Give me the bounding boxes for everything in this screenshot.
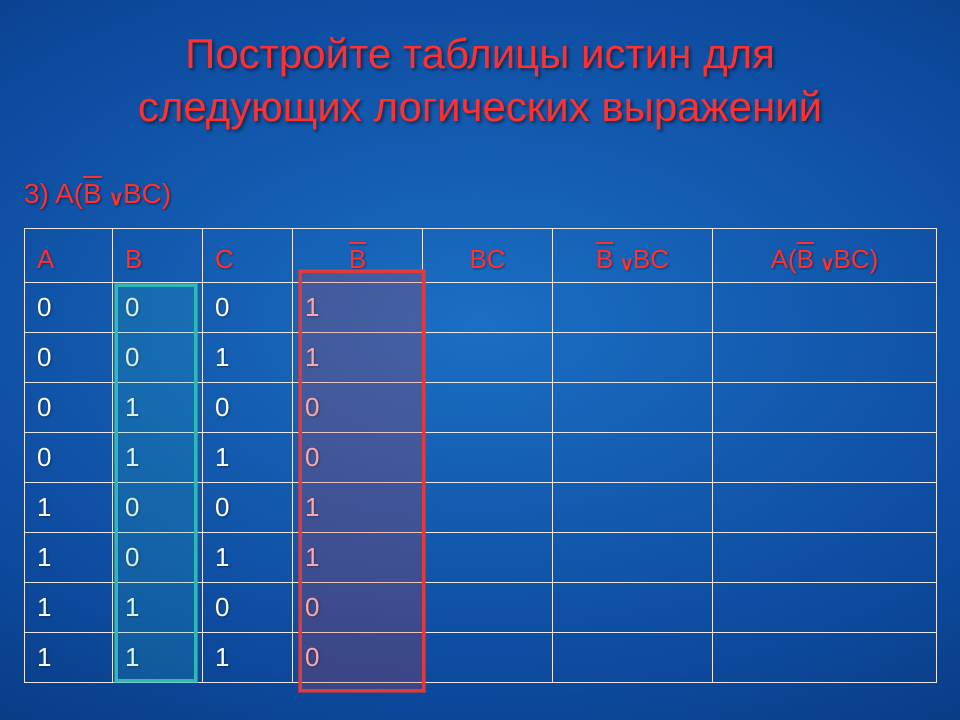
cell-a: 1 <box>25 583 113 633</box>
col-header-notb-or-bc: B ∨BC <box>553 229 713 283</box>
col-header-bc: BC <box>423 229 553 283</box>
table-row: 0100 <box>25 383 937 433</box>
cell-nb: 1 <box>293 333 423 383</box>
cell-bc <box>423 433 553 483</box>
cell-b: 1 <box>113 433 203 483</box>
cell-y <box>713 533 937 583</box>
cell-x <box>553 533 713 583</box>
cell-bc <box>423 583 553 633</box>
col-header-a: A <box>25 229 113 283</box>
cell-b: 1 <box>113 383 203 433</box>
cell-y <box>713 283 937 333</box>
table-row: 0011 <box>25 333 937 383</box>
cell-y <box>713 483 937 533</box>
cell-a: 0 <box>25 383 113 433</box>
cell-x <box>553 483 713 533</box>
cell-nb: 0 <box>293 383 423 433</box>
col-header-result: A(B ∨BC) <box>713 229 937 283</box>
cell-nb: 1 <box>293 283 423 333</box>
cell-c: 1 <box>203 433 293 483</box>
cell-c: 0 <box>203 583 293 633</box>
title-line-2: следующих логических выражений <box>138 83 822 130</box>
cell-x <box>553 333 713 383</box>
slide-title: Постройте таблицы истин для следующих ло… <box>0 0 960 133</box>
cell-bc <box>423 633 553 683</box>
table-row: 0001 <box>25 283 937 333</box>
cell-a: 1 <box>25 533 113 583</box>
cell-nb: 0 <box>293 583 423 633</box>
cell-a: 1 <box>25 633 113 683</box>
cell-y <box>713 433 937 483</box>
cell-b: 0 <box>113 333 203 383</box>
table-row: 1110 <box>25 633 937 683</box>
cell-y <box>713 583 937 633</box>
table-row: 0110 <box>25 433 937 483</box>
cell-a: 0 <box>25 433 113 483</box>
cell-c: 0 <box>203 383 293 433</box>
cell-bc <box>423 483 553 533</box>
table-body: 00010011010001101001101111001110 <box>25 283 937 683</box>
col-header-c: C <box>203 229 293 283</box>
col-header-not-b: B <box>293 229 423 283</box>
cell-y <box>713 333 937 383</box>
cell-y <box>713 383 937 433</box>
cell-bc <box>423 283 553 333</box>
cell-nb: 1 <box>293 533 423 583</box>
cell-c: 1 <box>203 333 293 383</box>
cell-nb: 0 <box>293 633 423 683</box>
table-row: 1011 <box>25 533 937 583</box>
cell-x <box>553 633 713 683</box>
cell-bc <box>423 383 553 433</box>
cell-c: 1 <box>203 533 293 583</box>
cell-bc <box>423 333 553 383</box>
cell-x <box>553 283 713 333</box>
cell-c: 1 <box>203 633 293 683</box>
cell-x <box>553 583 713 633</box>
truth-table: A B C B BC B ∨BC A(B ∨BC) 00010011010001… <box>24 228 937 683</box>
cell-a: 0 <box>25 333 113 383</box>
header-row: A B C B BC B ∨BC A(B ∨BC) <box>25 229 937 283</box>
title-line-1: Постройте таблицы истин для <box>185 30 775 77</box>
col-header-b: B <box>113 229 203 283</box>
cell-nb: 1 <box>293 483 423 533</box>
expression-label: 3) A(B ∨BC) <box>24 178 171 210</box>
cell-a: 1 <box>25 483 113 533</box>
cell-a: 0 <box>25 283 113 333</box>
cell-c: 0 <box>203 283 293 333</box>
cell-b: 1 <box>113 583 203 633</box>
cell-nb: 0 <box>293 433 423 483</box>
cell-x <box>553 433 713 483</box>
cell-b: 1 <box>113 633 203 683</box>
cell-b: 0 <box>113 533 203 583</box>
cell-bc <box>423 533 553 583</box>
table-row: 1001 <box>25 483 937 533</box>
cell-b: 0 <box>113 283 203 333</box>
cell-b: 0 <box>113 483 203 533</box>
cell-y <box>713 633 937 683</box>
table-row: 1100 <box>25 583 937 633</box>
truth-table-container: A B C B BC B ∨BC A(B ∨BC) 00010011010001… <box>24 228 936 683</box>
cell-x <box>553 383 713 433</box>
cell-c: 0 <box>203 483 293 533</box>
